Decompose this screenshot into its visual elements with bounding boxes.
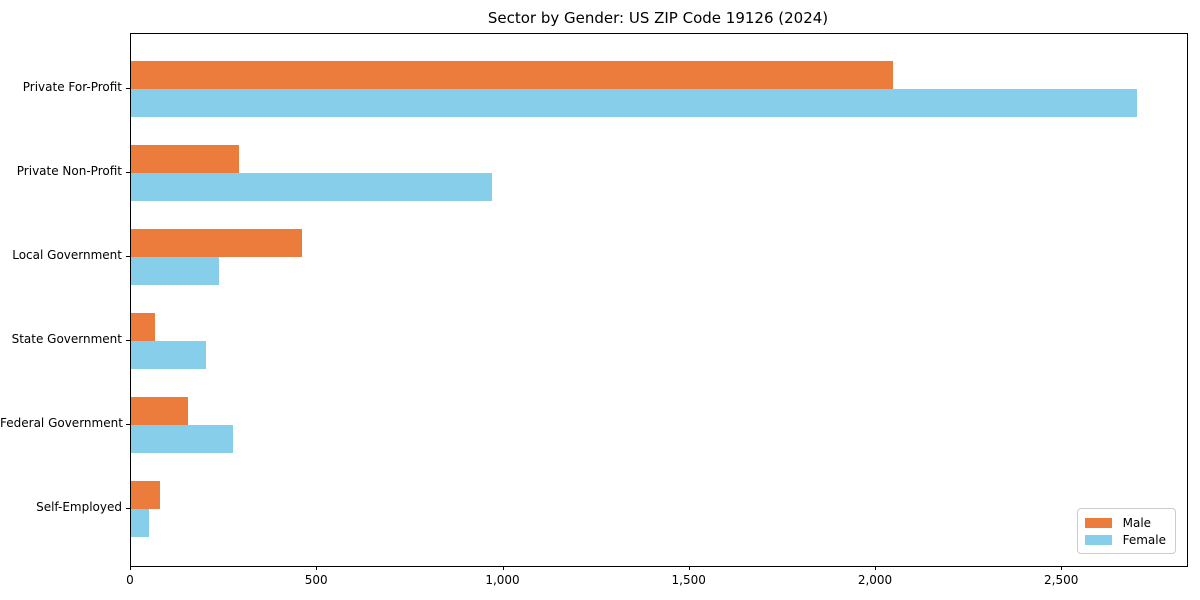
bar-female-private-for-profit [131, 89, 1137, 117]
bar-male-self-employed [131, 481, 161, 509]
legend-item-male: Male [1084, 514, 1166, 531]
plot-area: Male Female [130, 33, 1188, 567]
bar-male-private-non-profit [131, 145, 239, 173]
legend-swatch-female [1084, 534, 1112, 545]
bar-female-self-employed [131, 509, 149, 537]
y-axis-label-0: Private For-Profit [22, 80, 122, 94]
x-tick [316, 566, 318, 570]
legend-label-male: Male [1122, 515, 1152, 530]
legend-swatch-male [1084, 517, 1112, 528]
y-axis-label-3: State Government [11, 332, 122, 346]
bar-female-local-government [131, 257, 220, 285]
x-tick [130, 566, 131, 570]
y-tick [126, 256, 130, 257]
y-tick [126, 424, 130, 425]
y-tick [126, 88, 130, 89]
legend-label-female: Female [1122, 532, 1166, 547]
y-axis-label-2: Local Government [12, 248, 122, 262]
bar-female-federal-government [131, 425, 234, 453]
x-tick-label-3: 1,500 [671, 573, 706, 587]
x-tick [1061, 566, 1063, 570]
y-tick [126, 508, 130, 509]
bar-male-federal-government [131, 397, 188, 425]
x-tick [688, 566, 690, 570]
x-tick [875, 566, 876, 570]
legend-item-female: Female [1084, 531, 1166, 548]
x-tick-label-4: 2,000 [857, 573, 893, 587]
chart-title: Sector by Gender: US ZIP Code 19126 (202… [487, 9, 829, 27]
x-tick-label-0: 0 [126, 573, 134, 587]
bar-female-private-non-profit [131, 173, 493, 201]
bar-male-state-government [131, 313, 155, 341]
x-tick-label-2: 1,000 [485, 573, 520, 587]
y-axis-label-5: Self-Employed [36, 500, 122, 514]
x-tick-label-5: 2,500 [1044, 573, 1079, 587]
y-tick [126, 172, 130, 173]
legend: Male Female [1076, 508, 1176, 554]
bar-female-state-government [131, 341, 206, 369]
bar-male-private-for-profit [131, 61, 893, 89]
y-axis-label-4: Federal Government [0, 416, 123, 430]
y-axis-label-1: Private Non-Profit [16, 164, 122, 178]
bar-male-local-government [131, 229, 303, 257]
y-tick [126, 340, 130, 341]
x-tick [502, 566, 504, 570]
x-tick-label-1: 500 [304, 573, 328, 587]
